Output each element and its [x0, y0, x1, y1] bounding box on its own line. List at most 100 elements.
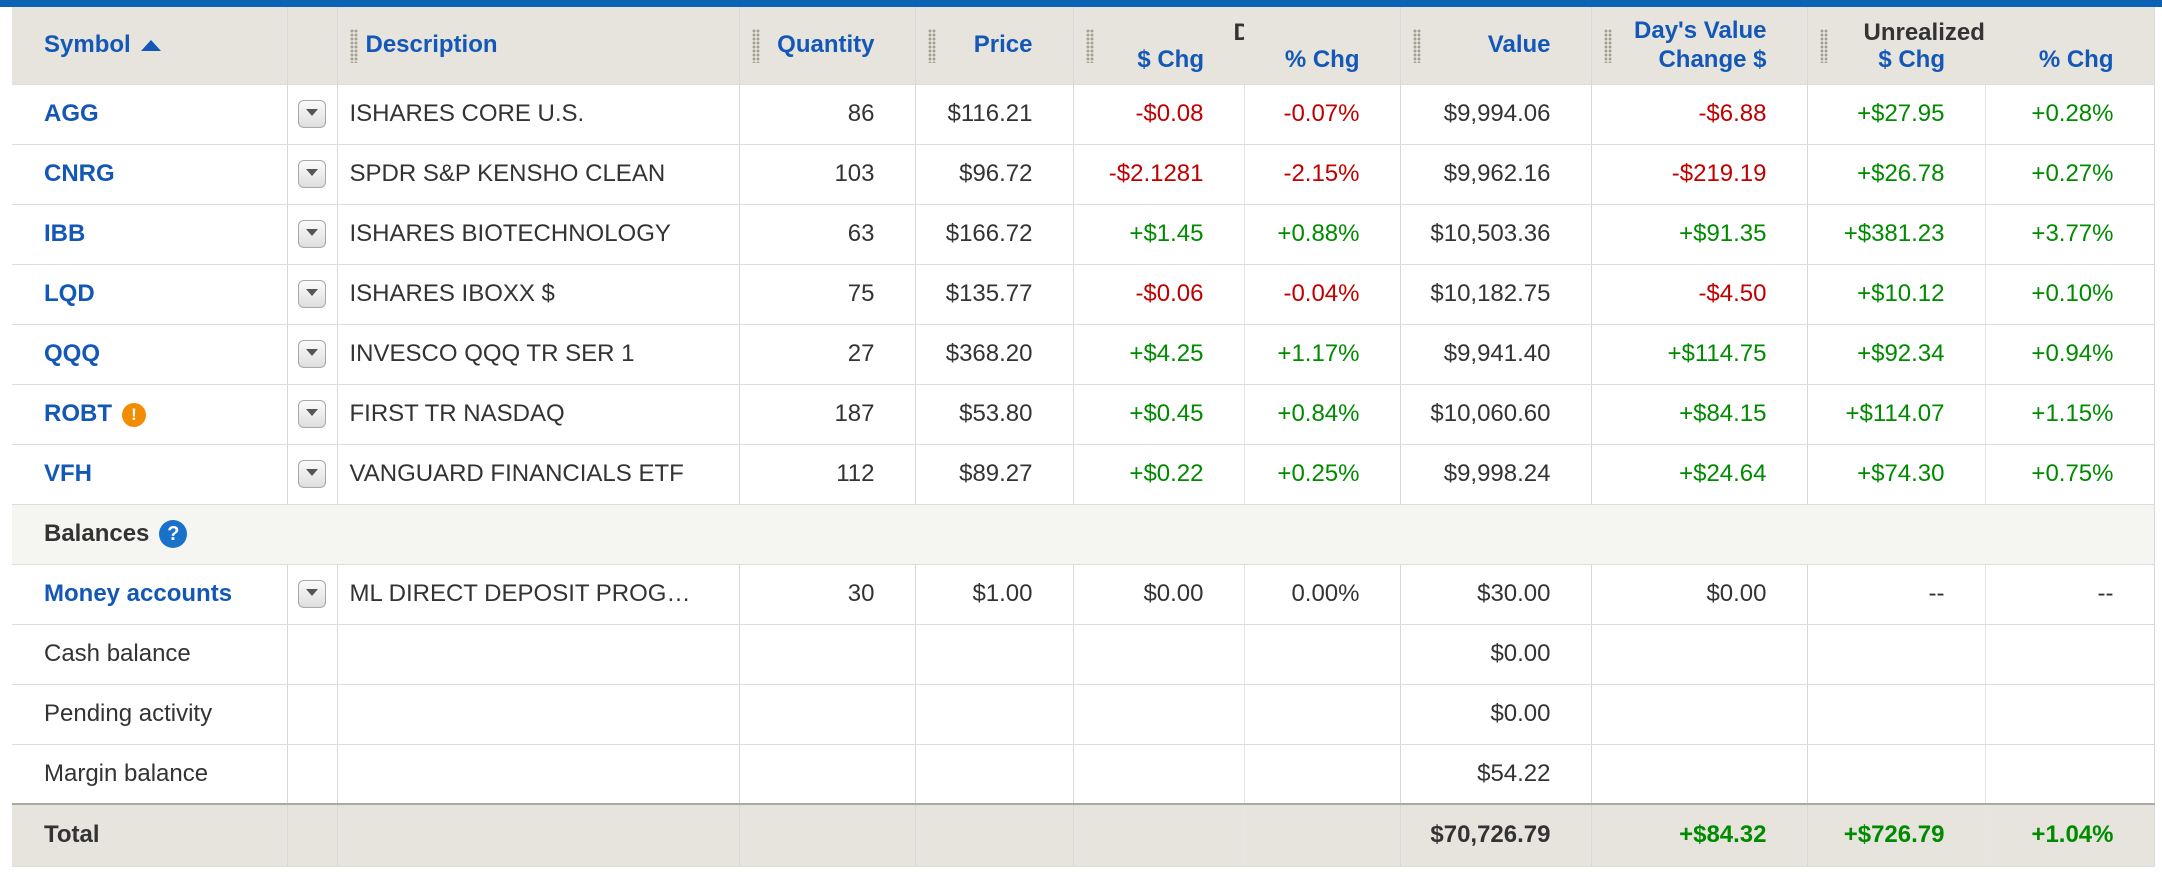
days-price-chg-header[interactable]: $ Chg Day's Price: [1073, 7, 1245, 85]
row-menu-cell: [287, 84, 338, 145]
description-cell: VANGUARD FINANCIALS ETF: [337, 444, 740, 505]
row-menu-cell: [287, 264, 338, 325]
sort-ascending-icon: [140, 40, 161, 52]
quantity-cell: 187: [739, 384, 916, 445]
description-cell: ISHARES BIOTECHNOLOGY: [337, 204, 740, 265]
description-header-label: Description: [365, 31, 498, 59]
chevron-down-icon[interactable]: [298, 340, 326, 369]
column-resize-grip-icon[interactable]: [349, 29, 358, 63]
chevron-down-icon[interactable]: [298, 460, 326, 489]
chevron-down-icon[interactable]: [298, 400, 326, 429]
value-cell: $9,998.24: [1400, 444, 1592, 505]
price-pct-cell: +0.88%: [1244, 204, 1401, 265]
unrealized-pct-cell: +0.94%: [1985, 324, 2155, 385]
day-value-change-cell: -$6.88: [1591, 84, 1808, 145]
chevron-down-icon[interactable]: [298, 280, 326, 309]
days-value-change-header[interactable]: Day's Value Change $: [1591, 7, 1808, 85]
price-cell: $116.21: [915, 84, 1074, 145]
money-accounts-link[interactable]: Money accounts: [12, 564, 288, 625]
holdings-table: Symbol Description Quantity Price $: [12, 7, 2155, 867]
description-cell: ISHARES IBOXX $: [337, 264, 740, 325]
unrealized-pct-cell: +0.27%: [1985, 144, 2155, 205]
chevron-down-icon[interactable]: [298, 100, 326, 129]
price-chg-cell: -$0.06: [1073, 264, 1245, 325]
value-header[interactable]: Value: [1400, 7, 1592, 85]
unrealized-chg-cell: +$92.34: [1807, 324, 1986, 385]
column-resize-grip-icon[interactable]: [751, 29, 760, 63]
quantity-header[interactable]: Quantity: [739, 7, 916, 85]
day-value-change-cell: +$91.35: [1591, 204, 1808, 265]
days-price-group-label: Day's Price: [1234, 19, 1245, 47]
column-resize-grip-icon[interactable]: [1819, 29, 1828, 63]
price-pct-cell: +0.25%: [1244, 444, 1401, 505]
table-row: VFH VANGUARD FINANCIALS ETF 112 $89.27 +…: [12, 444, 2155, 505]
price-chg-cell: -$0.08: [1073, 84, 1245, 145]
value-cell: $10,060.60: [1400, 384, 1592, 445]
unrealized-pct-cell: +0.28%: [1985, 84, 2155, 145]
days-price-pct-header[interactable]: % Chg: [1244, 7, 1401, 85]
unrealized-chg-cell: +$26.78: [1807, 144, 1986, 205]
unrealized-pct-cell: +0.10%: [1985, 264, 2155, 325]
price-cell: $89.27: [915, 444, 1074, 505]
price-cell: $53.80: [915, 384, 1074, 445]
column-resize-grip-icon[interactable]: [1412, 29, 1421, 63]
description-cell: SPDR S&P KENSHO CLEAN: [337, 144, 740, 205]
pending-activity-value: $0.00: [1400, 684, 1592, 745]
row-menu-cell: [287, 144, 338, 205]
symbol-header-label: Symbol: [44, 31, 131, 59]
symbol-header[interactable]: Symbol: [12, 7, 288, 85]
column-resize-grip-icon[interactable]: [1603, 29, 1612, 63]
days-value-change-label-1: Day's Value: [1634, 17, 1767, 45]
price-pct-cell: +1.17%: [1244, 324, 1401, 385]
unrealized-pct-header[interactable]: % Chg: [1985, 7, 2155, 85]
chevron-down-icon[interactable]: [298, 160, 326, 189]
description-header[interactable]: Description: [337, 7, 740, 85]
day-value-change-cell: +$84.15: [1591, 384, 1808, 445]
quantity-cell: 63: [739, 204, 916, 265]
days-value-change-label-2: Change $: [1658, 46, 1767, 74]
price-pct-cell: 0.00%: [1244, 564, 1401, 625]
quantity-cell: 103: [739, 144, 916, 205]
price-chg-cell: +$1.45: [1073, 204, 1245, 265]
price-chg-cell: +$0.22: [1073, 444, 1245, 505]
help-icon[interactable]: ?: [159, 520, 188, 549]
unrealized-pct-cell: +1.15%: [1985, 384, 2155, 445]
symbol-link[interactable]: IBB: [12, 204, 288, 265]
price-cell: $135.77: [915, 264, 1074, 325]
column-resize-grip-icon[interactable]: [1085, 29, 1094, 63]
price-pct-cell: -2.15%: [1244, 144, 1401, 205]
symbol-link[interactable]: VFH: [12, 444, 288, 505]
symbol-link[interactable]: QQQ: [12, 324, 288, 385]
column-resize-grip-icon[interactable]: [927, 29, 936, 63]
unrealized-chg-header[interactable]: $ Chg Unrealized Gain/Loss: [1807, 7, 1986, 85]
description-cell: ML DIRECT DEPOSIT PROG…: [337, 564, 740, 625]
symbol-link[interactable]: CNRG: [12, 144, 288, 205]
unrealized-chg-cell: +$27.95: [1807, 84, 1986, 145]
quantity-cell: 75: [739, 264, 916, 325]
table-row: QQQ INVESCO QQQ TR SER 1 27 $368.20 +$4.…: [12, 324, 2155, 385]
chevron-down-icon[interactable]: [298, 220, 326, 249]
table-row: LQD ISHARES IBOXX $ 75 $135.77 -$0.06 -0…: [12, 264, 2155, 325]
symbol-cell: ROBT!: [12, 384, 288, 445]
symbol-link[interactable]: LQD: [12, 264, 288, 325]
value-header-label: Value: [1487, 31, 1551, 59]
unrealized-chg-cell: +$114.07: [1807, 384, 1986, 445]
day-value-change-cell: +$24.64: [1591, 444, 1808, 505]
chevron-down-icon[interactable]: [298, 580, 326, 609]
total-unrealized-chg: +$726.79: [1807, 803, 1986, 867]
total-label: Total: [12, 803, 288, 867]
price-chg-cell: +$0.45: [1073, 384, 1245, 445]
unrealized-chg-cell: +$381.23: [1807, 204, 1986, 265]
pending-activity-row: Pending activity $0.00: [12, 684, 2155, 745]
pending-activity-label: Pending activity: [12, 684, 288, 745]
table-row: AGG ISHARES CORE U.S. 86 $116.21 -$0.08 …: [12, 84, 2155, 145]
symbol-link[interactable]: ROBT: [44, 400, 112, 427]
alert-icon[interactable]: !: [122, 402, 146, 427]
symbol-link[interactable]: AGG: [12, 84, 288, 145]
unrealized-group-label: Unrealized Gain/Loss: [1863, 19, 1986, 46]
day-value-change-cell: +$114.75: [1591, 324, 1808, 385]
price-chg-cell: -$2.1281: [1073, 144, 1245, 205]
price-header[interactable]: Price: [915, 7, 1074, 85]
row-menu-cell: [287, 204, 338, 265]
